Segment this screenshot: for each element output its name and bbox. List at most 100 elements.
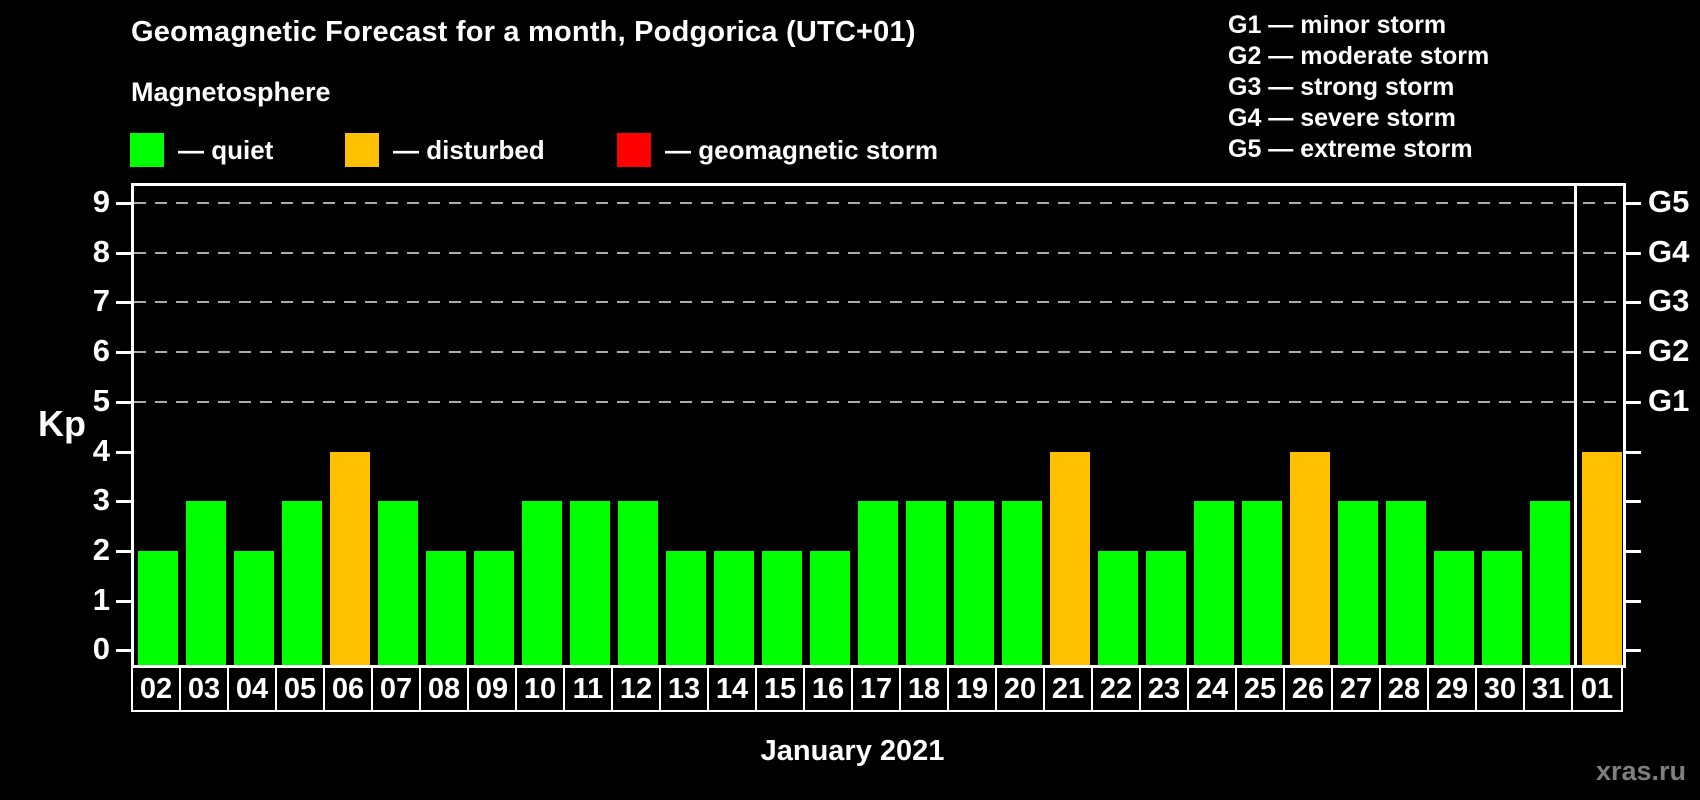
y-tick-label-1: 1 [92,581,110,617]
g-axis-label-G4: G4 [1648,233,1690,269]
y-tick-right-7 [1626,301,1641,305]
y-axis-title: Kp [38,403,86,444]
bar-day-31 [1530,501,1570,665]
storm-color-swatch [617,133,651,167]
quiet-color-swatch [130,133,164,167]
day-label-11: 11 [563,666,613,712]
day-label-01: 01 [1571,666,1623,712]
day-label-08: 08 [419,666,469,712]
bar-day-18 [906,501,946,665]
status-legend: — quiet — disturbed — geomagnetic storm [0,133,1100,167]
day-label-05: 05 [275,666,325,712]
bar-day-03 [186,501,226,665]
g-legend-line-3: G3 — strong storm [1228,73,1455,101]
grid-line-kp8 [134,251,1623,254]
day-label-06: 06 [323,666,373,712]
day-label-23: 23 [1139,666,1189,712]
y-tick-label-8: 8 [92,233,110,269]
day-label-21: 21 [1043,666,1093,712]
bar-day-16 [810,550,850,665]
bar-day-15 [762,550,802,665]
bar-day-08 [426,550,466,665]
y-tick-left-4 [116,450,131,454]
day-label-27: 27 [1331,666,1381,712]
bar-day-14 [714,550,754,665]
bar-day-09 [474,550,514,665]
bar-day-28 [1386,501,1426,665]
bar-day-22 [1098,550,1138,665]
y-tick-right-1 [1626,599,1641,603]
y-tick-left-2 [116,549,131,553]
y-tick-label-9: 9 [92,184,110,219]
day-label-04: 04 [227,666,277,712]
bar-day-20 [1002,501,1042,665]
bar-day-13 [666,550,706,665]
day-label-15: 15 [755,666,805,712]
y-tick-left-0 [116,649,131,653]
grid-line-kp5 [134,400,1623,403]
day-label-31: 31 [1523,666,1573,712]
g-legend-line-1: G1 — minor storm [1228,11,1447,39]
y-tick-left-5 [116,400,131,404]
bar-day-29 [1434,550,1474,665]
g-scale-legend: G1 — minor storm G2 — moderate storm G3 … [1228,10,1489,165]
day-label-02: 02 [131,666,181,712]
grid-line-kp9 [134,202,1623,204]
day-label-24: 24 [1187,666,1237,712]
y-tick-right-5 [1626,400,1641,404]
magnetosphere-label: Magnetosphere [131,77,331,107]
day-label-16: 16 [803,666,853,712]
day-label-30: 30 [1475,666,1525,712]
disturbed-color-swatch [345,133,379,167]
legend-label-disturbed: — disturbed [393,134,545,165]
month-separator-line [1574,186,1577,665]
y-tick-label-4: 4 [92,432,110,468]
y-tick-right-4 [1626,450,1641,454]
y-tick-left-9 [116,202,131,205]
day-label-25: 25 [1235,666,1285,712]
grid-line-kp6 [134,351,1623,354]
bar-day-26 [1290,451,1330,665]
y-tick-label-7: 7 [92,283,110,319]
legend-label-storm: — geomagnetic storm [665,134,939,165]
y-tick-label-3: 3 [92,482,110,518]
y-tick-left-8 [116,251,131,255]
y-tick-label-6: 6 [92,333,110,369]
g-axis-label-G2: G2 [1648,333,1690,369]
bar-day-11 [570,501,610,665]
bar-day-10 [522,501,562,665]
y-tick-right-8 [1626,251,1641,255]
day-label-20: 20 [995,666,1045,712]
bar-day-01 [1582,451,1622,665]
bar-day-05 [282,501,322,665]
day-label-28: 28 [1379,666,1429,712]
day-label-07: 07 [371,666,421,712]
bar-day-30 [1482,550,1522,665]
y-tick-right-6 [1626,351,1641,355]
legend-item-storm: — geomagnetic storm [617,133,938,167]
y-tick-left-7 [116,301,131,305]
y-tick-label-2: 2 [92,531,110,567]
g-axis-label-G5: G5 [1648,184,1690,219]
day-label-22: 22 [1091,666,1141,712]
day-label-13: 13 [659,666,709,712]
bar-day-06 [330,451,370,665]
day-label-19: 19 [947,666,997,712]
day-label-03: 03 [179,666,229,712]
legend-label-quiet: — quiet [178,134,274,165]
y-tick-right-9 [1626,202,1641,205]
chart-title: Geomagnetic Forecast for a month, Podgor… [131,16,916,48]
day-label-26: 26 [1283,666,1333,712]
bar-day-25 [1242,501,1282,665]
bar-day-12 [618,501,658,665]
legend-item-quiet: — quiet [130,133,273,167]
y-tick-left-6 [116,351,131,355]
x-axis-title: January 2021 [760,735,945,767]
y-tick-right-0 [1626,649,1641,653]
bar-day-02 [138,550,178,665]
g-legend-line-2: G2 — moderate storm [1228,42,1490,70]
bar-day-07 [378,501,418,665]
y-tick-label-0: 0 [92,631,110,667]
y-tick-right-3 [1626,500,1641,504]
